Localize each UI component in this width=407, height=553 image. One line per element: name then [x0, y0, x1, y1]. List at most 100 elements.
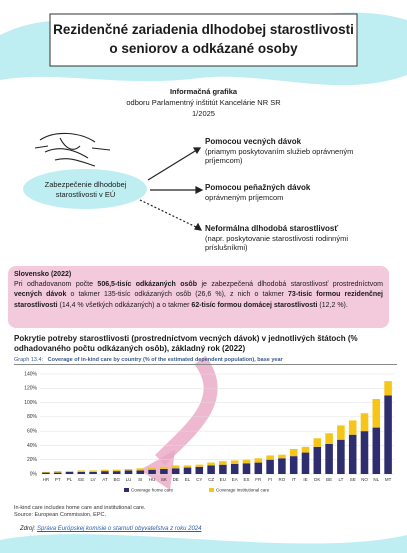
bar-segment: [42, 473, 50, 474]
text-segment: (14,4 % všetkých odkázaných) a o takmer: [58, 302, 192, 309]
x-tick-label: LT: [338, 477, 343, 482]
bar-segment: [184, 468, 192, 474]
text-segment: 506,5-tisíc odkázaných osôb: [97, 281, 197, 288]
page: Rezidenčné zariadenia dlhodobej starostl…: [0, 0, 407, 553]
x-tick-label: DK: [314, 477, 320, 482]
info-label: Informačná grafika: [60, 86, 347, 97]
x-tick-label: IT: [292, 477, 296, 482]
bar-segment: [290, 456, 298, 474]
x-tick-label: MT: [385, 477, 392, 482]
bar-segment: [361, 431, 369, 474]
legend-label: Coverage institutional care: [216, 488, 270, 493]
x-tick-label: NO: [361, 477, 368, 482]
x-tick-label: CZ: [208, 477, 214, 482]
x-tick-label: HU: [149, 477, 156, 482]
x-tick-label: FR: [255, 477, 262, 482]
x-tick-label: DE: [173, 477, 179, 482]
bar-segment: [337, 425, 345, 439]
bar-segment: [101, 471, 109, 474]
text-segment: je zabezpečená dlhodobá starostlivosť pr…: [197, 281, 383, 288]
bar-segment: [219, 461, 227, 465]
legend-label: Coverage home care: [131, 488, 174, 493]
bar-segment: [231, 460, 239, 464]
x-tick-label: SK: [161, 477, 167, 482]
bar-segment: [101, 470, 109, 471]
text-segment: 62-tisíc formou domácej starostlivosti: [191, 302, 317, 309]
info-org: odboru Parlamentný inštitút Kancelárie N…: [60, 97, 347, 108]
item: Neformálna dlhodobá starostlivosť(napr. …: [205, 224, 385, 253]
text-segment: Pri odhadovanom počte: [14, 281, 97, 288]
y-tick-label: 40%: [27, 443, 38, 449]
bar-segment: [302, 453, 310, 474]
bar-segment: [78, 472, 86, 474]
source-link[interactable]: Správa Európskej komisie o starnutí obyv…: [37, 526, 201, 532]
x-tick-label: LU: [126, 477, 132, 482]
graph-title: Coverage of in-kind care by country (% o…: [48, 357, 283, 363]
bar-segment: [160, 467, 168, 469]
info: Informačná grafika odboru Parlamentný in…: [60, 86, 347, 119]
bar-segment: [384, 395, 392, 474]
note: Source: European Commission, EPC.: [14, 512, 145, 519]
bar-segment: [54, 471, 62, 472]
item: Pomocou vecných dávok(priamym poskytovan…: [205, 137, 385, 166]
note: In-kind care includes home care and inst…: [14, 505, 145, 512]
bar-segment: [207, 463, 215, 466]
x-tick-label: EA: [232, 477, 238, 482]
bar-segment: [54, 473, 62, 474]
slovakia-text: Pri odhadovanom počte 506,5-tisíc odkáza…: [14, 280, 383, 311]
item-title: Neformálna dlhodobá starostlivosť: [205, 224, 338, 233]
bar-segment: [349, 420, 357, 434]
x-tick-label: BE: [326, 477, 332, 482]
bar-segment: [137, 468, 145, 470]
item-desc: (priamym poskytovaním služieb oprávneným…: [205, 147, 385, 166]
source: Zdroj: Správa Európskej komisie o starnu…: [20, 526, 201, 532]
chart: 0%20%40%60%80%100%120%140%HRPTPLEELVATBG…: [14, 368, 397, 502]
graph-number: Graph 13.4:: [14, 357, 43, 363]
legend-swatch: [124, 488, 129, 492]
y-tick-label: 0%: [30, 471, 38, 477]
chart-heading: Pokrytie potreby starostlivosti (prostre…: [14, 334, 394, 354]
bar-segment: [325, 444, 333, 474]
bar-segment: [361, 413, 369, 431]
x-tick-label: ES: [243, 477, 249, 482]
bar-segment: [373, 428, 381, 474]
bar-segment: [314, 438, 322, 447]
item: Pomocou peňažných dávokoprávneným príjem…: [205, 183, 385, 202]
bar-segment: [148, 470, 156, 474]
bar-segment: [113, 470, 121, 471]
source-label: Zdroj:: [20, 526, 35, 532]
x-tick-label: EL: [185, 477, 191, 482]
bar-segment: [243, 463, 251, 474]
x-tick-label: IE: [303, 477, 307, 482]
slovakia-heading: Slovensko (2022): [14, 270, 383, 280]
bar-segment: [266, 460, 274, 474]
bar-segment: [373, 399, 381, 428]
x-tick-label: CY: [196, 477, 202, 482]
y-tick-label: 100%: [24, 400, 37, 406]
bar-segment: [125, 470, 133, 474]
text-segment: vecných dávok: [14, 291, 66, 298]
y-tick-label: 60%: [27, 428, 38, 434]
y-tick-label: 120%: [24, 386, 37, 392]
x-tick-label: SI: [138, 477, 142, 482]
x-tick-label: BG: [113, 477, 120, 482]
bar-segment: [196, 467, 204, 474]
item-desc: oprávneným príjemcom: [205, 193, 385, 203]
info-issue: 1/2025: [60, 108, 347, 119]
bar-segment: [337, 440, 345, 474]
x-tick-label: RO: [279, 477, 286, 482]
bar-segment: [125, 469, 133, 470]
bar-segment: [278, 458, 286, 474]
bar-segment: [231, 464, 239, 474]
y-tick-label: 140%: [24, 371, 37, 377]
item-title: Pomocou vecných dávok: [205, 137, 301, 146]
bar-segment: [384, 381, 392, 395]
slovakia-box: Slovensko (2022) Pri odhadovanom počte 5…: [8, 266, 389, 328]
legend-swatch: [209, 488, 214, 492]
bar-segment: [255, 463, 263, 474]
bar-segment: [137, 470, 145, 474]
bar-segment: [325, 433, 333, 444]
title-line: o seniorov a odkázané osoby: [40, 39, 367, 58]
text-segment: o takmer 135-tisíc odkázaných osôb (26,6…: [66, 291, 288, 298]
bar-segment: [255, 458, 263, 462]
